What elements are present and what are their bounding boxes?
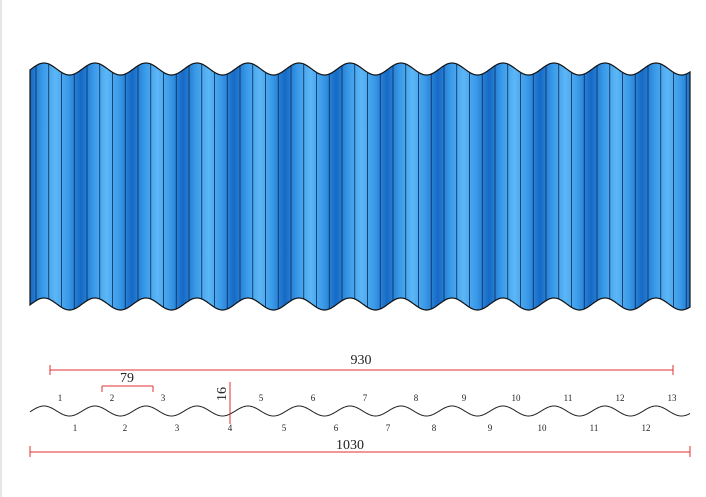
dim-label: 1030 bbox=[336, 438, 364, 453]
rib-number: 3 bbox=[175, 423, 180, 433]
rib-number: 1 bbox=[58, 393, 63, 403]
dimension-lines bbox=[29, 365, 691, 457]
rib-number: 11 bbox=[590, 423, 599, 433]
rib-number: 11 bbox=[564, 393, 573, 403]
rib-number: 13 bbox=[668, 393, 678, 403]
rib-number: 10 bbox=[538, 423, 548, 433]
rib-number: 5 bbox=[282, 423, 287, 433]
sheet-outline bbox=[29, 62, 691, 311]
rib-number: 4 bbox=[228, 423, 233, 433]
rib-number: 6 bbox=[334, 423, 339, 433]
rib-number: 1 bbox=[73, 423, 78, 433]
rib-number: 2 bbox=[123, 423, 128, 433]
dim-label: 930 bbox=[351, 353, 372, 368]
sheet-fill bbox=[30, 63, 690, 310]
rib-number: 7 bbox=[386, 423, 391, 433]
rib-labels: 1 2 3 5 6 7 8 9 10 11 12 131 2 3 4 5 6 7 8 9 10 11 12 bbox=[58, 393, 677, 433]
rib-number: 10 bbox=[512, 393, 522, 403]
rib-number: 7 bbox=[363, 393, 368, 403]
rib-number: 5 bbox=[259, 393, 264, 403]
rib-number: 6 bbox=[311, 393, 316, 403]
sheet bbox=[29, 62, 691, 311]
dim-label: 16 bbox=[215, 387, 230, 401]
dim-label: 79 bbox=[120, 371, 134, 386]
rib-number: 3 bbox=[161, 393, 166, 403]
rib-number: 2 bbox=[110, 393, 115, 403]
sheet-ribs bbox=[35, 63, 687, 310]
rib-number: 12 bbox=[642, 423, 651, 433]
rib-number: 9 bbox=[488, 423, 493, 433]
profile-line bbox=[29, 405, 691, 417]
rib-number: 8 bbox=[432, 423, 437, 433]
rib-number: 8 bbox=[414, 393, 419, 403]
rib-number: 12 bbox=[616, 393, 625, 403]
rib-number: 9 bbox=[462, 393, 467, 403]
